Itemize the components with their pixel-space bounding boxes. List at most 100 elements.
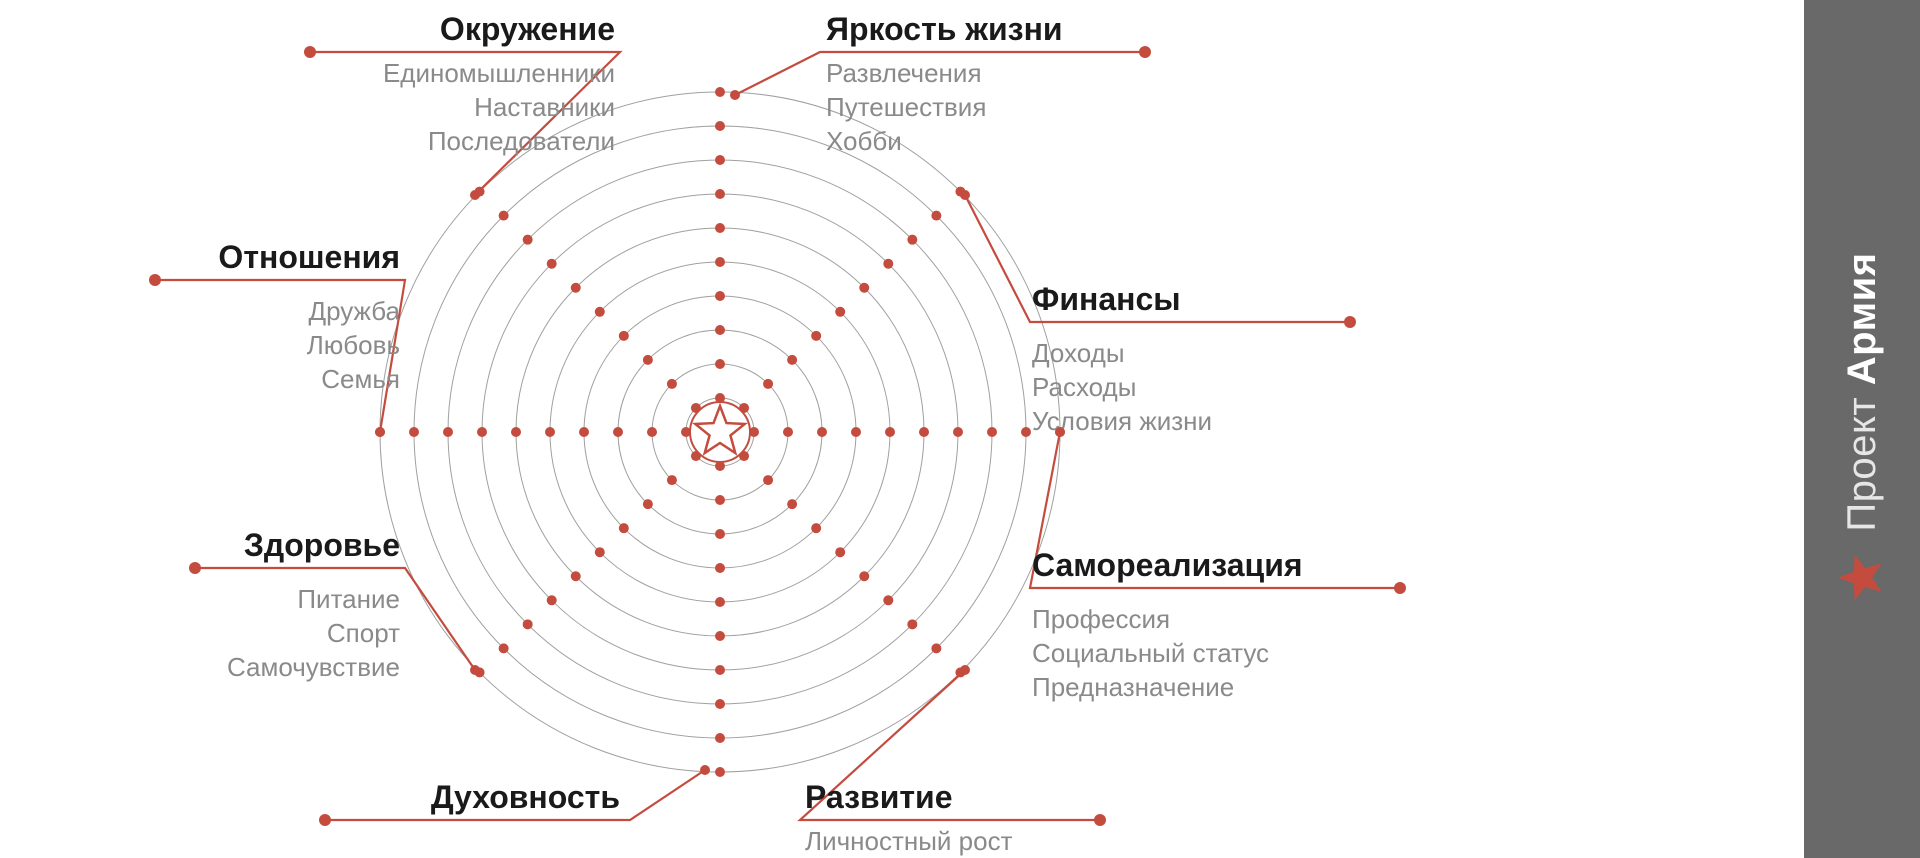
category-sub: Хобби — [826, 126, 902, 156]
wheel-dot — [715, 563, 725, 573]
wheel-dot — [835, 547, 845, 557]
wheel-dot — [763, 475, 773, 485]
wheel-dot — [931, 643, 941, 653]
category-sub: Самочувствие — [227, 652, 400, 682]
leader-start-dot — [960, 665, 970, 675]
wheel-dot — [919, 427, 929, 437]
leader-end-dot — [1394, 582, 1406, 594]
wheel-dot — [715, 597, 725, 607]
brand-sidebar: Проект Армия — [1804, 0, 1920, 858]
wheel-dot — [885, 427, 895, 437]
leader-start-dot — [730, 90, 740, 100]
wheel-dot — [953, 427, 963, 437]
wheel-dot — [859, 571, 869, 581]
wheel-dot — [835, 307, 845, 317]
category-sub: Семья — [321, 364, 400, 394]
wheel-dot — [715, 121, 725, 131]
wheel-dot — [907, 235, 917, 245]
wheel-dot — [763, 379, 773, 389]
wheel-dot — [715, 223, 725, 233]
wheel-dot — [619, 523, 629, 533]
category-sub: Спорт — [327, 618, 400, 648]
leader-start-dot — [470, 190, 480, 200]
leader-end-dot — [1139, 46, 1151, 58]
wheel-dot — [715, 189, 725, 199]
wheel-dot — [715, 87, 725, 97]
wheel-dot — [571, 283, 581, 293]
wheel-dot — [851, 427, 861, 437]
leader-end-dot — [319, 814, 331, 826]
wheel-dot — [883, 259, 893, 269]
leader-end-dot — [149, 274, 161, 286]
wheel-dot — [715, 665, 725, 675]
category-sub: Доходы — [1032, 338, 1125, 368]
brand-star-icon — [1834, 550, 1890, 606]
leader-start-dot — [960, 190, 970, 200]
wheel-dot — [715, 257, 725, 267]
wheel-dot — [715, 495, 725, 505]
category-sub: Последователи — [428, 126, 615, 156]
leader-start-dot — [375, 427, 385, 437]
wheel-dot — [883, 595, 893, 605]
wheel-dot — [715, 699, 725, 709]
wheel-dot — [811, 523, 821, 533]
center-ring — [690, 402, 750, 462]
category-title: Окружение — [440, 11, 615, 47]
wheel-dot — [571, 571, 581, 581]
category-title: Духовность — [431, 779, 620, 815]
center-star-icon — [695, 406, 744, 453]
wheel-dot — [1021, 427, 1031, 437]
wheel-dot — [613, 427, 623, 437]
wheel-dot — [783, 427, 793, 437]
wheel-dot — [523, 235, 533, 245]
category-sub: Единомышленники — [383, 58, 615, 88]
wheel-dot — [409, 427, 419, 437]
wheel-dot — [499, 211, 509, 221]
category-title: Самореализация — [1032, 547, 1303, 583]
wheel-dot — [715, 359, 725, 369]
category-sub: Предназначение — [1032, 672, 1234, 702]
wheel-dot — [643, 355, 653, 365]
wheel-dot — [787, 499, 797, 509]
wheel-dot — [715, 529, 725, 539]
wheel-dot — [643, 499, 653, 509]
leader-start-dot — [470, 665, 480, 675]
category-sub: Развлечения — [826, 58, 982, 88]
wheel-dot — [987, 427, 997, 437]
wheel-dot — [667, 475, 677, 485]
category-title: Яркость жизни — [826, 11, 1063, 47]
wheel-dot — [859, 283, 869, 293]
brand-text-bold: Армия — [1840, 252, 1884, 385]
leader-end-dot — [189, 562, 201, 574]
wheel-dot — [443, 427, 453, 437]
wheel-dot — [579, 427, 589, 437]
wheel-dot — [647, 427, 657, 437]
category-sub: Социальный статус — [1032, 638, 1269, 668]
wheel-dot — [523, 619, 533, 629]
category-sub: Дружба — [308, 296, 400, 326]
wheel-dot — [595, 307, 605, 317]
wheel-dot — [667, 379, 677, 389]
category-sub: Профессия — [1032, 604, 1170, 634]
wheel-dot — [817, 427, 827, 437]
leader-end-dot — [304, 46, 316, 58]
wheel-dot — [715, 325, 725, 335]
category-title: Развитие — [805, 779, 953, 815]
category-sub: Наставники — [474, 92, 615, 122]
brand-text-thin: Проект — [1840, 397, 1884, 532]
wheel-dot — [811, 331, 821, 341]
wheel-dot — [787, 355, 797, 365]
wheel-dot — [619, 331, 629, 341]
category-sub: Личностный рост — [805, 826, 1013, 856]
category-sub: Расходы — [1032, 372, 1136, 402]
wheel-dot — [545, 427, 555, 437]
wheel-dot — [595, 547, 605, 557]
wheel-dot — [499, 643, 509, 653]
category-sub: Путешествия — [826, 92, 986, 122]
wheel-dot — [715, 733, 725, 743]
category-title: Финансы — [1032, 281, 1181, 317]
category-title: Отношения — [218, 239, 400, 275]
wheel-dot — [477, 427, 487, 437]
wheel-dot — [715, 291, 725, 301]
leader-start-dot — [700, 765, 710, 775]
